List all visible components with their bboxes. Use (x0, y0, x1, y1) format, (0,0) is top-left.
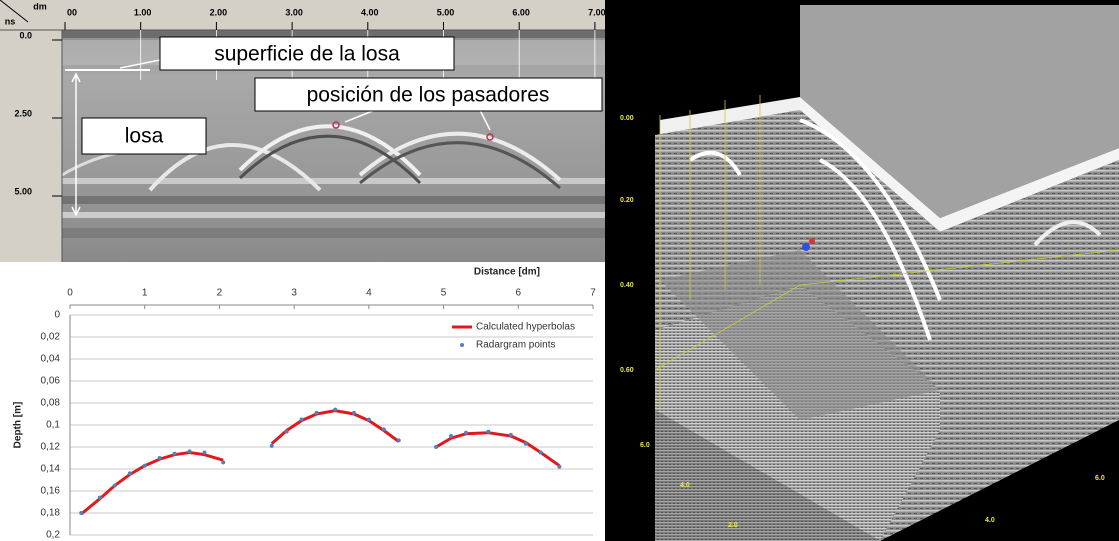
radargram-point (221, 460, 225, 464)
ruler-label: 00 (67, 7, 77, 17)
y-tick-label: 0,1 (46, 420, 60, 431)
y-tick-label: 0,2 (46, 530, 60, 541)
depth-tick: 0.40 (620, 282, 634, 289)
radargram-point (143, 464, 147, 468)
axis-tick: 2.0 (728, 522, 738, 529)
axis-tick: 4.0 (680, 482, 690, 489)
radargram-point (524, 442, 528, 446)
y-tick-label: 0 (54, 310, 60, 321)
ruler-label: 2.00 (210, 7, 228, 17)
radargram-point (98, 496, 102, 500)
radargram-point (315, 411, 319, 415)
x-tick-label: 1 (142, 288, 148, 299)
radargram-point (79, 511, 83, 515)
radargram-point (434, 445, 438, 449)
ruler-label: 2.50 (14, 108, 32, 118)
annotation: posición de los pasadores (307, 84, 550, 107)
x-tick-label: 3 (291, 288, 297, 299)
axis-tick: 6.0 (640, 442, 650, 449)
radargram-point (557, 465, 561, 469)
radargram-point (464, 431, 468, 435)
depth-tick: 0.20 (620, 197, 634, 204)
depth-tick: 0.00 (620, 115, 634, 122)
radargram-point (333, 408, 337, 412)
annotation: losa (125, 125, 164, 148)
x-tick-label: 6 (516, 288, 522, 299)
axis-tick: 6.0 (1095, 475, 1105, 482)
x-tick-label: 0 (67, 288, 73, 299)
radargram-point (202, 451, 206, 455)
ruler-label: 5.00 (437, 7, 455, 17)
ruler-label: 7.00 (588, 7, 606, 17)
annotation: superficie de la losa (214, 43, 400, 66)
radargram-point (158, 456, 162, 460)
x-tick-label: 4 (366, 288, 372, 299)
ruler-label: 3.00 (285, 7, 303, 17)
x-tick-label: 7 (590, 288, 596, 299)
radargram-point (539, 451, 543, 455)
y-tick-label: 0,04 (41, 354, 61, 365)
y-tick-label: 0,18 (41, 508, 61, 519)
x-axis-label: Distance [dm] (474, 267, 540, 278)
depth-tick: 0.60 (620, 367, 634, 374)
x-tick-label: 2 (217, 288, 223, 299)
legend-label: Calculated hyperbolas (476, 322, 575, 333)
ruler-label: 4.00 (361, 7, 379, 17)
ruler-label: 1.00 (134, 7, 152, 17)
figure: dm ns 001.002.003.004.005.006.007.000.02… (0, 0, 1119, 541)
legend-label: Radargram points (476, 340, 555, 351)
radargram-point (352, 411, 356, 415)
y-tick-label: 0,02 (41, 332, 61, 343)
corner-label: dm (33, 1, 47, 11)
radargram-point (285, 430, 289, 434)
radargram-point (113, 484, 117, 488)
corner-label: ns (5, 16, 16, 26)
x-tick-label: 5 (441, 288, 447, 299)
radargram-point (382, 427, 386, 431)
y-tick-label: 0,16 (41, 486, 61, 497)
radargram-point (270, 444, 274, 448)
radargram-point (173, 452, 177, 456)
radargram-point (300, 418, 304, 422)
radargram-point (449, 434, 453, 438)
y-tick-label: 0,14 (41, 464, 61, 475)
y-tick-label: 0,12 (41, 442, 61, 453)
radargram-point (367, 418, 371, 422)
radargram-point (128, 471, 132, 475)
axis-tick: 4.0 (985, 517, 995, 524)
radargram-point (509, 433, 513, 437)
y-tick-label: 0,06 (41, 376, 61, 387)
ruler-label: 5.00 (14, 186, 32, 196)
ruler-label: 0.0 (19, 30, 32, 40)
y-tick-label: 0,08 (41, 398, 61, 409)
radargram-point (397, 438, 401, 442)
radargram-point (188, 449, 192, 453)
radargram-point (486, 430, 490, 434)
legend-swatch (460, 343, 464, 347)
gpr-3d-volume: 0.00 0.20 0.40 0.60 6.0 4.0 2.0 4.0 6.0 (605, 0, 1119, 541)
radargram: dm ns 00 1.00 2.00 3.00 4.00 5.00 6.00 7.00 0.0 2… (0, 0, 606, 262)
y-axis-label: Depth [m] (13, 402, 24, 449)
ruler-label: 6.00 (512, 7, 530, 17)
